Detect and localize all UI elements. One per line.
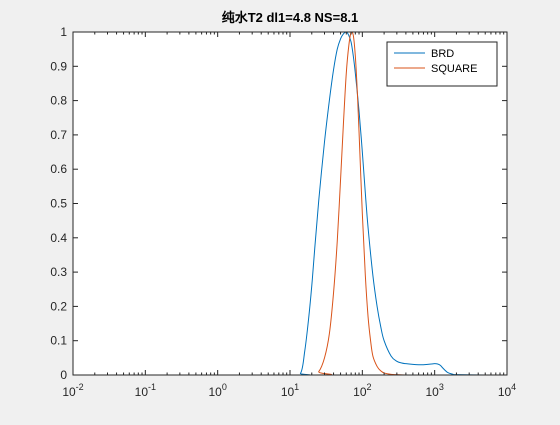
y-tick-label: 0.4: [50, 231, 67, 245]
chart-title: 纯水T2 dl1=4.8 NS=8.1: [222, 10, 359, 25]
y-tick-label: 0.7: [50, 128, 67, 142]
y-tick-label: 0.6: [50, 162, 67, 176]
ticks: 0 0.1 0.2 0.3 0.4 0.5 0.6 0.7 0.8 0.9 1 10-2 10-1 100…: [50, 25, 516, 399]
x-tick-label: 102: [353, 382, 371, 399]
legend-label-square: SQUARE: [431, 63, 477, 75]
y-tick-label: 0: [60, 368, 67, 382]
x-tick-label: 10-1: [135, 382, 156, 399]
y-tick-label: 1: [60, 25, 67, 39]
x-tick-label: 103: [425, 382, 443, 399]
y-tick-label: 0.9: [50, 59, 67, 73]
y-tick-label: 0.3: [50, 265, 67, 279]
series-line-brd: [73, 31, 507, 376]
x-tick-label: 100: [208, 382, 226, 399]
y-tick-label: 0.2: [50, 299, 67, 313]
y-tick-label: 0.1: [50, 334, 67, 348]
legend-box: [386, 41, 498, 87]
x-tick-label: 104: [498, 382, 516, 399]
legend[interactable]: BRD SQUARE: [386, 41, 498, 87]
legend-label-brd: BRD: [431, 48, 454, 60]
x-tick-label: 101: [281, 382, 299, 399]
plot-area: [73, 32, 507, 375]
x-tick-label: 10-2: [62, 382, 83, 399]
y-tick-label: 0.5: [50, 197, 67, 211]
y-tick-label: 0.8: [50, 94, 67, 108]
